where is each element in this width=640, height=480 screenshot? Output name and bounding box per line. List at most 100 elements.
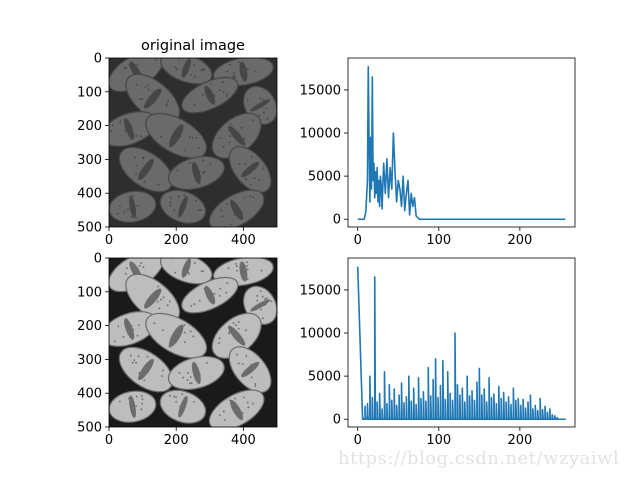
pollen-pore bbox=[169, 204, 172, 207]
pollen-pore bbox=[153, 292, 156, 295]
pollen-furrow bbox=[181, 258, 191, 278]
pollen-pore bbox=[246, 68, 249, 71]
pollen-pore bbox=[169, 144, 172, 147]
x-tick-label: 0 bbox=[354, 433, 362, 448]
y-tick-label: 5000 bbox=[308, 370, 341, 385]
pollen-pore bbox=[253, 177, 256, 180]
pollen-pore bbox=[246, 401, 249, 404]
pollen-pore bbox=[249, 195, 251, 197]
pollen-pore bbox=[228, 141, 231, 144]
pollen-furrow bbox=[168, 124, 184, 147]
pollen-pore bbox=[174, 271, 177, 274]
y-tick-label: 100 bbox=[77, 285, 102, 300]
pollen-pore bbox=[189, 136, 191, 138]
pollen-furrow bbox=[181, 58, 191, 78]
pollen-pore bbox=[243, 174, 246, 177]
pollen-pore bbox=[190, 74, 192, 76]
y-tick-label: 10000 bbox=[300, 327, 341, 342]
pollen-pore bbox=[162, 296, 165, 299]
pollen-pore bbox=[125, 267, 128, 270]
pollen-pore bbox=[132, 195, 135, 197]
image-title: original image bbox=[141, 38, 245, 54]
pollen-furrow bbox=[144, 88, 162, 109]
pollen-pore bbox=[202, 172, 205, 174]
pollen-pore bbox=[232, 71, 235, 74]
pollen-pore bbox=[241, 412, 244, 415]
pollen-pore bbox=[142, 266, 145, 269]
y-tick-label: 0 bbox=[94, 52, 102, 67]
pollen-pore bbox=[256, 295, 259, 297]
pollen-furrow bbox=[178, 395, 188, 418]
pollen-pore bbox=[128, 64, 131, 66]
pollen-pore bbox=[259, 105, 262, 107]
pollen-pore bbox=[113, 340, 116, 343]
pollen-pore bbox=[237, 61, 240, 64]
pollen-pore bbox=[168, 394, 171, 397]
pollen-pore bbox=[183, 331, 186, 334]
pollen-pore bbox=[183, 324, 186, 327]
pollen-pore bbox=[162, 329, 164, 332]
pollen-pore bbox=[136, 334, 139, 337]
pollen-pore bbox=[233, 74, 236, 77]
pollen-pore bbox=[135, 173, 138, 176]
pollen-pore bbox=[136, 164, 139, 167]
pollen-pore bbox=[198, 375, 201, 378]
equalized-image-panel: 0 200 400 0 100 200 300 400 500 bbox=[77, 252, 278, 448]
pollen-pore bbox=[246, 268, 249, 271]
y-tick-label: 500 bbox=[77, 421, 102, 436]
pollen-pore bbox=[123, 210, 126, 213]
pollen-pore bbox=[210, 295, 213, 298]
pollen-pore bbox=[123, 66, 126, 69]
pollen-pore bbox=[158, 307, 161, 310]
pollen-pore bbox=[235, 324, 237, 327]
pollen-furrow bbox=[138, 358, 154, 381]
image-frame bbox=[108, 257, 278, 428]
x-tick-label: 100 bbox=[426, 233, 451, 248]
pollen-furrow bbox=[144, 288, 162, 309]
pollen-pore bbox=[246, 278, 249, 280]
pollen-pore bbox=[184, 341, 186, 344]
pollen-pore bbox=[144, 86, 147, 88]
pollen-pore bbox=[189, 330, 192, 333]
pollen-pore bbox=[135, 361, 138, 364]
pollen-pore bbox=[137, 324, 140, 327]
pollen-pore bbox=[186, 379, 189, 381]
pollen-pore bbox=[173, 209, 176, 212]
pollen-pore bbox=[195, 200, 198, 202]
pollen-pore bbox=[156, 296, 159, 299]
pollen-pore bbox=[169, 201, 172, 204]
pollen-pore bbox=[119, 205, 121, 207]
pollen-pore bbox=[224, 418, 226, 421]
pollen-pore bbox=[235, 265, 238, 268]
pollen-pore bbox=[235, 353, 238, 356]
pollen-pore bbox=[193, 103, 196, 106]
pollen-pore bbox=[181, 393, 184, 395]
pollen-pore bbox=[240, 126, 243, 129]
pollen-pore bbox=[258, 179, 261, 181]
y-tick-label: 0 bbox=[333, 213, 341, 228]
pollen-pore bbox=[133, 359, 136, 362]
x-tick-label: 0 bbox=[105, 433, 113, 448]
pollen-pore bbox=[233, 213, 236, 216]
pollen-pore bbox=[256, 299, 259, 302]
pollen-pore bbox=[169, 300, 171, 303]
pollen-pore bbox=[237, 362, 240, 365]
pollen-pore bbox=[250, 376, 253, 379]
pollen-pore bbox=[222, 410, 225, 413]
pollen-pore bbox=[111, 124, 114, 127]
pollen-pore bbox=[229, 135, 232, 137]
pollen-pore bbox=[119, 400, 121, 403]
pollen-pore bbox=[254, 70, 257, 73]
pollen-pore bbox=[193, 401, 195, 403]
pollen-pore bbox=[129, 354, 132, 357]
pollen-pore bbox=[177, 195, 180, 198]
pollen-pore bbox=[175, 396, 177, 399]
pollen-pore bbox=[141, 398, 144, 400]
pollen-pore bbox=[167, 99, 169, 102]
x-tick-label: 400 bbox=[231, 233, 256, 248]
pollen-pore bbox=[110, 130, 113, 133]
pollen-furrow bbox=[228, 125, 246, 146]
pollen-pore bbox=[141, 98, 143, 101]
y-tick-label: 100 bbox=[77, 85, 102, 100]
pollen-furrow bbox=[129, 195, 136, 218]
